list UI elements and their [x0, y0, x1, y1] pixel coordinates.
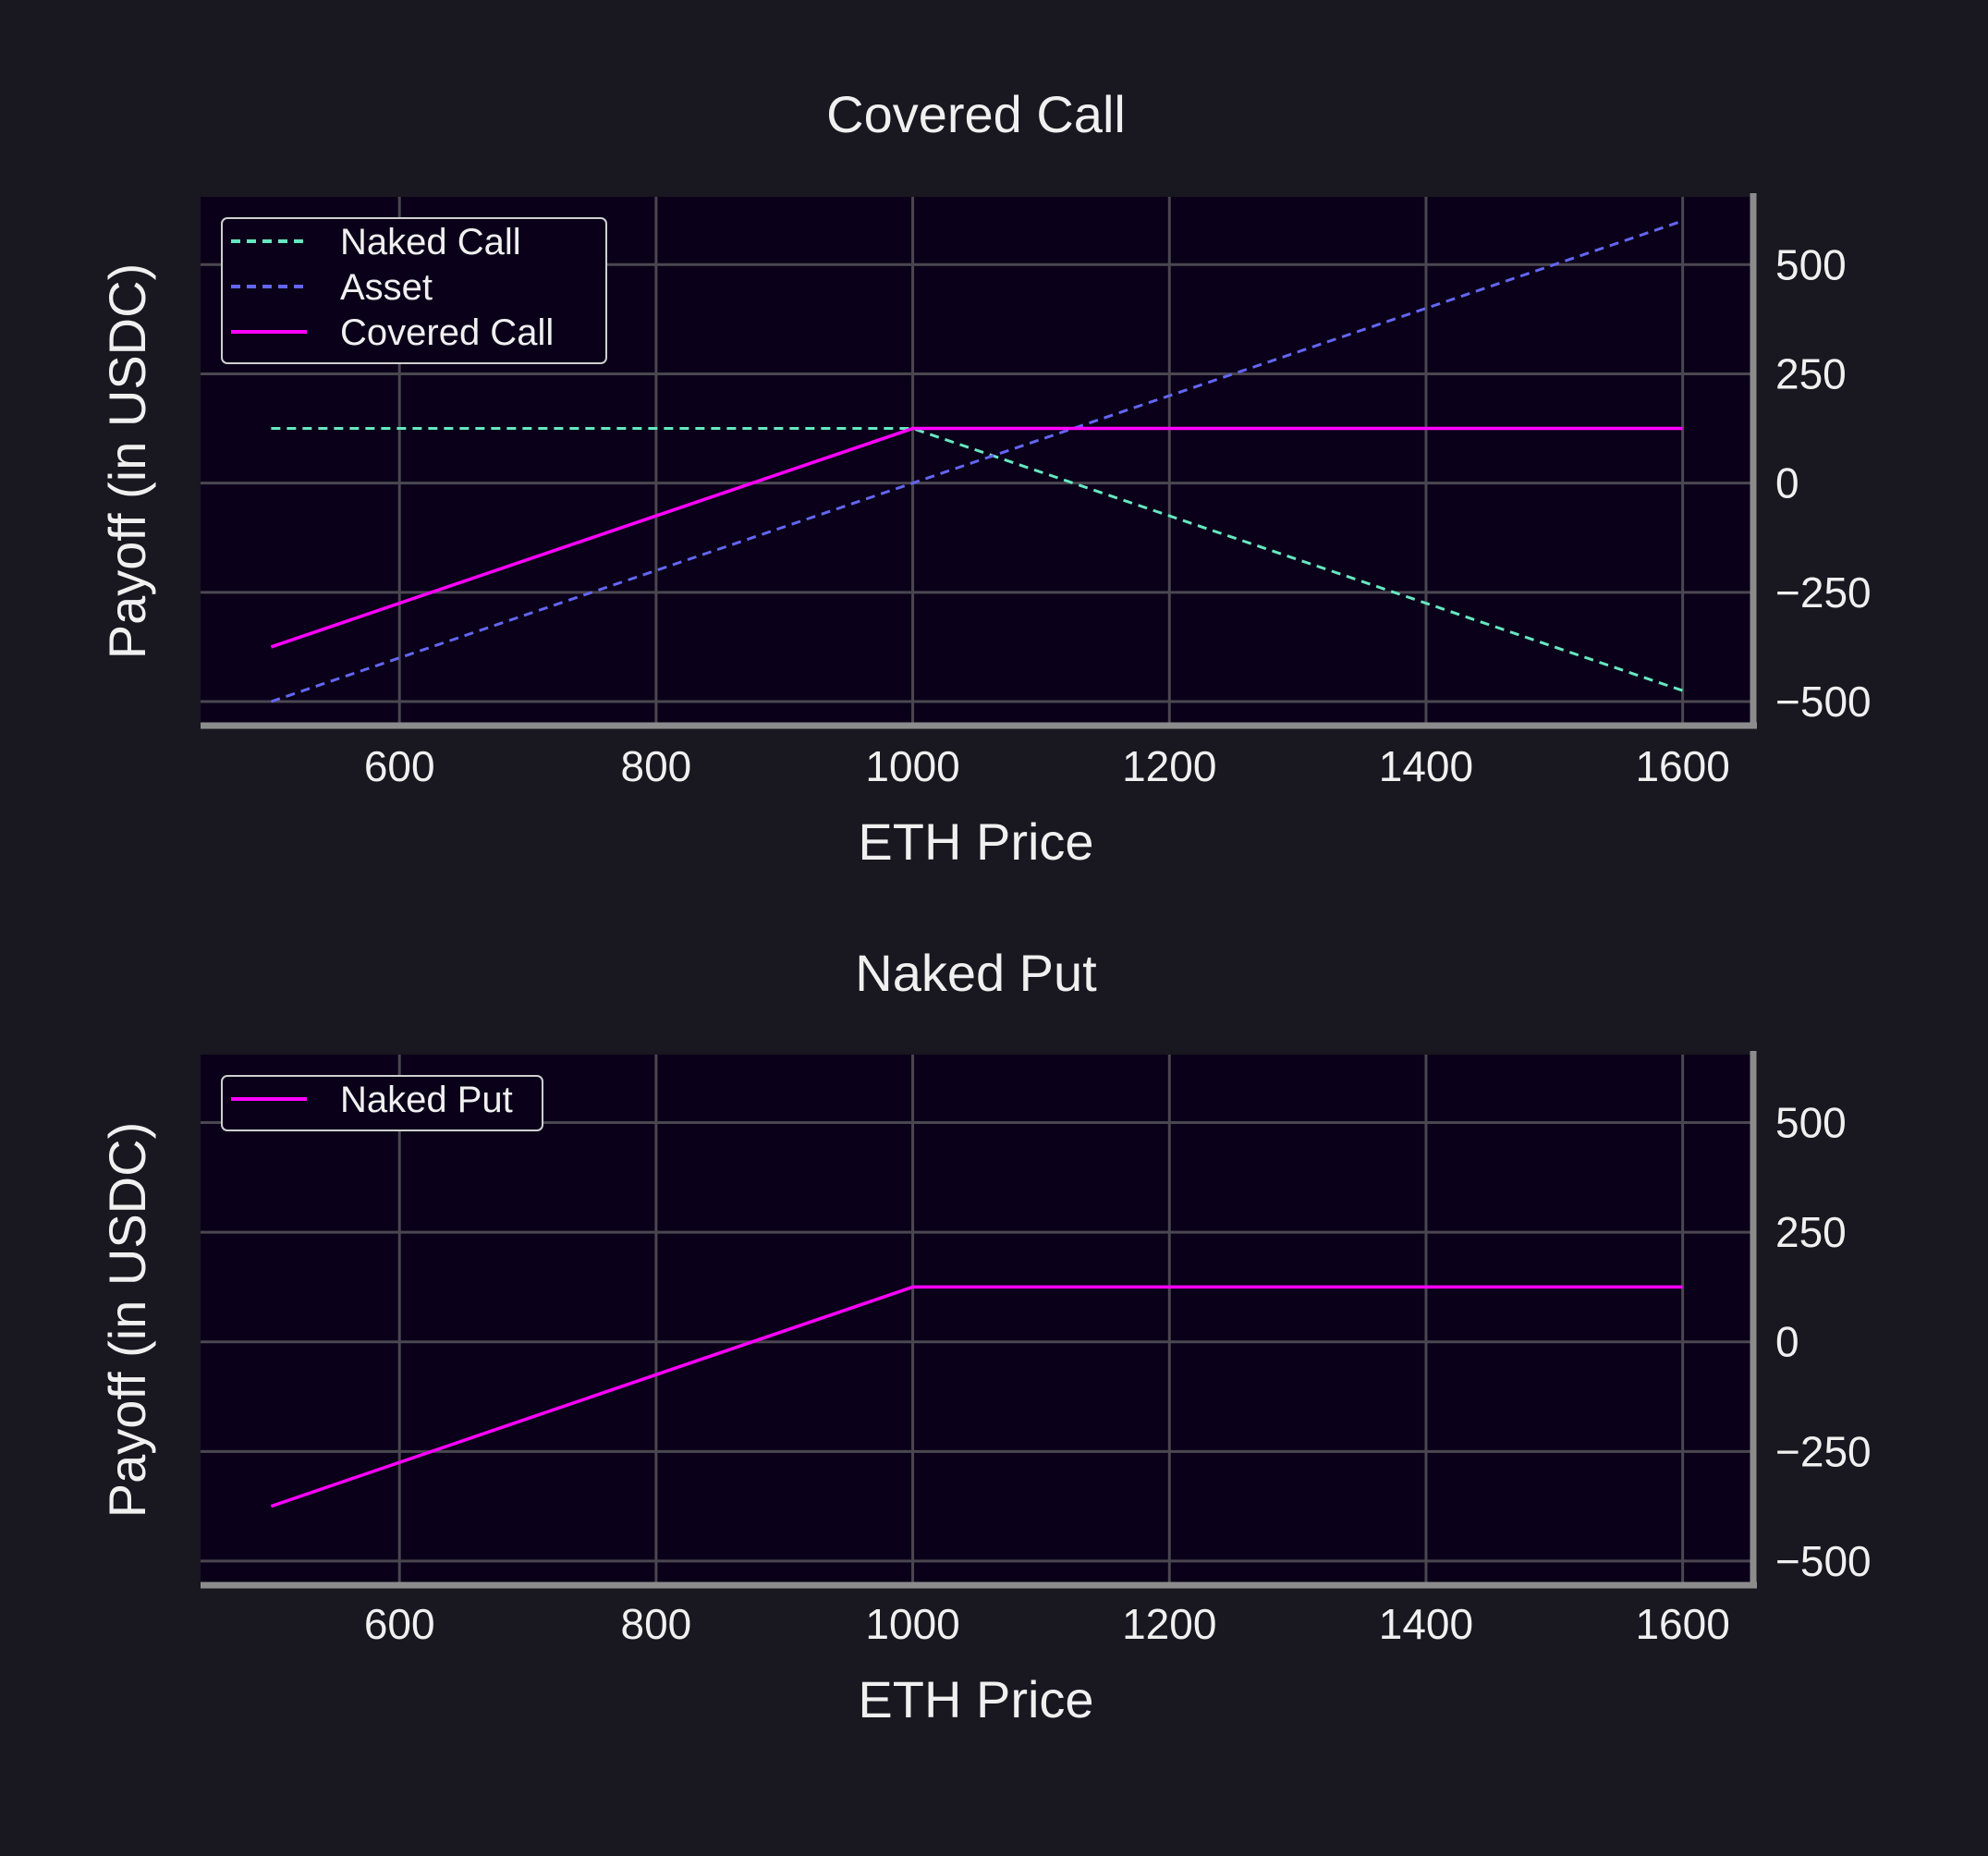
chart-title: Naked Put — [855, 944, 1097, 1002]
series-line-covered-call — [270, 426, 1683, 649]
x-tick-label: 600 — [364, 1600, 435, 1648]
y-tick-label: 500 — [1775, 1099, 1847, 1147]
x-axis-label: ETH Price — [858, 1670, 1093, 1728]
legend-label: Naked Put — [340, 1080, 513, 1120]
x-tick-label: 1600 — [1635, 1600, 1729, 1648]
legend-label: Asset — [340, 267, 433, 308]
chart-title: Covered Call — [826, 85, 1126, 143]
y-tick-label: 0 — [1775, 1318, 1799, 1366]
legend-box — [221, 1075, 543, 1131]
legend-label: Covered Call — [340, 312, 554, 353]
x-tick-label: 1000 — [865, 1600, 959, 1648]
x-tick-label: 600 — [364, 742, 435, 790]
x-tick-label: 1200 — [1122, 1600, 1216, 1648]
covered-call-chart: 600 800 1000 1200 1400 1600 −500 −250 0 250 500 Cov… — [98, 85, 1872, 871]
y-tick-label: −500 — [1775, 1537, 1872, 1585]
y-tick-label: 500 — [1775, 240, 1847, 288]
y-tick-label: −500 — [1775, 678, 1872, 726]
x-tick-label: 1400 — [1379, 742, 1473, 790]
series-line-naked-call — [271, 427, 1684, 692]
naked-put-chart: 600 800 1000 1200 1400 1600 −500 −250 0 250 500 Nak… — [98, 944, 1872, 1728]
y-tick-label: 250 — [1775, 1208, 1847, 1256]
x-tick-label: 800 — [621, 1600, 692, 1648]
y-tick-label: 250 — [1775, 349, 1847, 397]
x-tick-label: 800 — [621, 742, 692, 790]
x-axis-label: ETH Price — [858, 812, 1093, 871]
x-tick-label: 1000 — [865, 742, 959, 790]
legend-label: Naked Call — [340, 222, 521, 263]
legend-box — [221, 217, 607, 364]
series-line-naked-put — [270, 1285, 1683, 1508]
y-tick-label: −250 — [1775, 568, 1872, 617]
y-tick-label: 0 — [1775, 459, 1799, 507]
y-axis-label: Payoff (in USDC) — [98, 1122, 156, 1518]
y-axis-label: Payoff (in USDC) — [98, 263, 156, 659]
plot-area — [201, 1055, 1753, 1585]
x-tick-label: 1400 — [1379, 1600, 1473, 1648]
legend: Naked Put — [221, 1075, 543, 1131]
series-line-asset — [270, 219, 1684, 703]
x-tick-label: 1600 — [1635, 742, 1729, 790]
x-tick-label: 1200 — [1122, 742, 1216, 790]
y-tick-label: −250 — [1775, 1427, 1872, 1475]
